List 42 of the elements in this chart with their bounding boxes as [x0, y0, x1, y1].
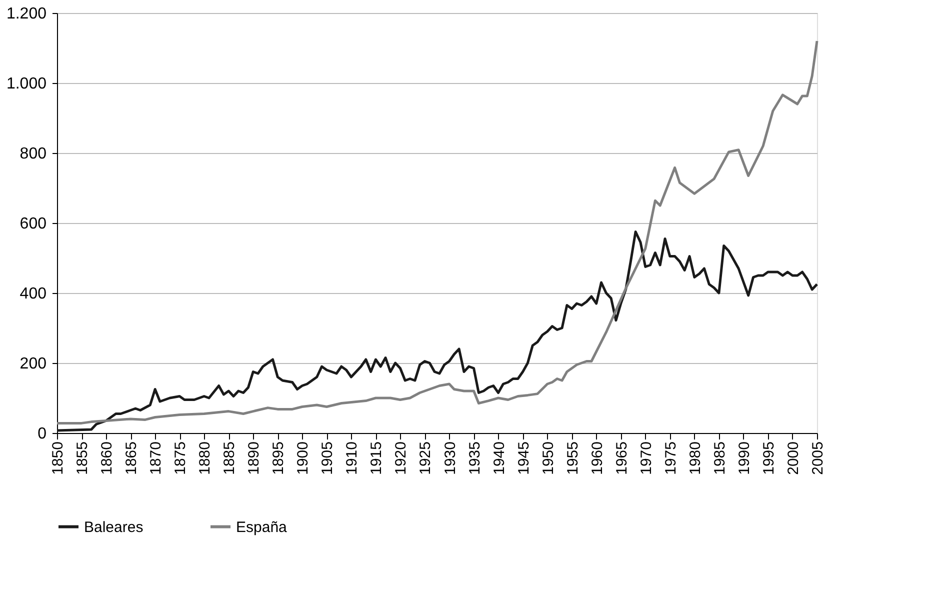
x-tick-label: 1875 — [172, 442, 190, 475]
x-tick-label: 1870 — [148, 442, 165, 475]
x-tick-label: 1885 — [221, 442, 238, 475]
x-tick-label: 1850 — [50, 442, 66, 475]
x-tick-label: 1960 — [588, 442, 606, 475]
x-tick-label: 2000 — [784, 442, 802, 475]
x-tick-label: 1865 — [123, 442, 140, 475]
x-tick-label: 1985 — [711, 442, 728, 475]
x-tick-label: 1890 — [246, 442, 263, 475]
line-series — [56, 40, 818, 424]
x-tick-label: 1990 — [736, 442, 753, 475]
x-tick-label: 2005 — [810, 442, 826, 475]
x-tick-label: 1915 — [368, 442, 386, 475]
x-tick-label: 1935 — [466, 442, 484, 475]
x-tick-label: 1995 — [760, 442, 778, 475]
x-tick-label: 1855 — [74, 442, 92, 475]
x-tick-label: 1910 — [344, 442, 361, 475]
x-tick-label: 1895 — [270, 442, 288, 475]
x-tick-label: 1930 — [442, 442, 459, 475]
y-tick-label: 1.200 — [6, 6, 47, 22]
x-tick-label: 1965 — [613, 442, 630, 475]
x-tick-label: 1925 — [417, 442, 434, 475]
x-tick-label: 1860 — [98, 442, 116, 475]
x-tick-label: 1905 — [319, 442, 336, 475]
x-tick-label: 1970 — [638, 442, 655, 475]
x-tick-label: 1950 — [540, 442, 557, 475]
y-tick-label: 1.000 — [6, 76, 47, 92]
x-tick-label: 1920 — [392, 442, 410, 475]
x-tick-label: 1955 — [564, 442, 582, 475]
x-tick-label: 1900 — [294, 442, 312, 475]
legend-label: Baleares — [84, 518, 144, 536]
x-tick-label: 1940 — [490, 442, 508, 475]
x-tick-label: 1945 — [515, 442, 532, 475]
y-tick-label: 600 — [20, 216, 47, 232]
y-tick-label: 200 — [20, 356, 47, 372]
x-tick-label: 1975 — [662, 442, 680, 475]
y-tick-label: 800 — [20, 146, 47, 162]
x-tick-label: 1980 — [686, 442, 704, 475]
y-tick-label: 400 — [20, 286, 47, 302]
x-tick-label: 1880 — [196, 442, 214, 475]
legend-label: España — [236, 518, 288, 536]
y-tick-label: 0 — [38, 426, 47, 442]
